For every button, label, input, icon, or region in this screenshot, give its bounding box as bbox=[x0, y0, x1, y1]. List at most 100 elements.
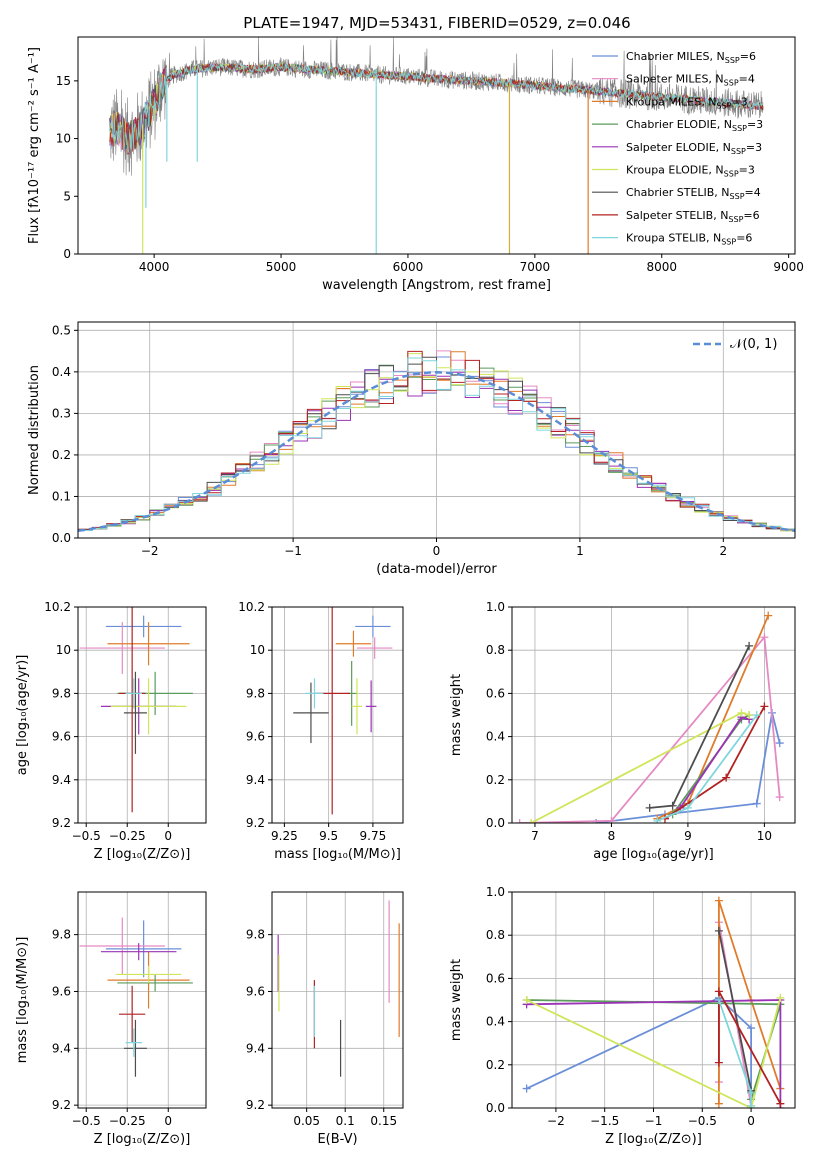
y-tick-label: 0 bbox=[63, 247, 71, 261]
y-tick-label: 0.1 bbox=[52, 489, 71, 503]
y-tick-label: 0.5 bbox=[52, 323, 71, 337]
y-tick-label: 15 bbox=[56, 74, 71, 88]
residual-histogram-8 bbox=[78, 357, 795, 531]
x-tick-label: −0.25 bbox=[109, 1114, 146, 1128]
weight_vs_Z-xlabel: Z [log₁₀(Z/Z⊙)] bbox=[605, 1132, 702, 1147]
x-tick-label: 0 bbox=[164, 829, 172, 843]
weight_vs_age-panel: 7 8 9 10 0.0 0.2 0.4 0.6 0.8 1.0 age [log₁₀(age/yr… bbox=[449, 600, 796, 862]
y-tick-label: 0.6 bbox=[486, 971, 505, 985]
y-tick-label: 1.0 bbox=[486, 600, 505, 614]
y-tick-label: 0.0 bbox=[52, 531, 71, 545]
x-tick-label: 0 bbox=[433, 544, 441, 558]
x-tick-label: 6000 bbox=[393, 260, 424, 274]
weight-point-marker bbox=[776, 993, 785, 1002]
weight-series-line-4 bbox=[679, 716, 750, 809]
weight-point-marker bbox=[714, 1099, 723, 1108]
weight-point-marker bbox=[653, 816, 662, 823]
age_vs_mass-frame bbox=[271, 606, 404, 824]
residuals-ylabel: Normed distribution bbox=[27, 365, 42, 495]
mass_vs_ebv-plot-area bbox=[272, 892, 403, 1108]
y-tick-label: 10 bbox=[56, 643, 71, 657]
y-tick-label: 0.4 bbox=[52, 365, 71, 379]
mass_vs_Z-plot-area bbox=[78, 892, 206, 1108]
y-tick-label: 9.4 bbox=[52, 773, 71, 787]
weight-point-marker bbox=[522, 1084, 531, 1093]
legend-entry-label: 𝒩(0, 1) bbox=[730, 337, 777, 352]
weight-point-marker bbox=[752, 711, 761, 719]
weight-point-marker bbox=[714, 996, 723, 1004]
y-tick-label: 9.6 bbox=[52, 984, 71, 998]
legend-entry-label: Chabrier STELIB, NSSP=4 bbox=[626, 186, 761, 201]
y-tick-label: 0.2 bbox=[52, 448, 71, 462]
weight-series-line-2 bbox=[718, 900, 782, 1104]
y-tick-label: 9.2 bbox=[246, 1098, 265, 1112]
weight-point-marker bbox=[776, 1099, 785, 1108]
x-tick-label: 9.5 bbox=[319, 829, 338, 843]
weight_vs_age-plot-area bbox=[512, 607, 795, 823]
model-line-6 bbox=[109, 62, 764, 152]
weight_vs_age-frame bbox=[511, 606, 796, 824]
y-tick-label: 9.8 bbox=[52, 686, 71, 700]
weight-point-marker bbox=[714, 987, 723, 996]
weight_vs_Z-ylabel: mass weight bbox=[449, 959, 464, 1041]
mass_vs_ebv-frame bbox=[271, 891, 404, 1109]
x-tick-label: −0.5 bbox=[72, 829, 101, 843]
y-tick-label: 9.2 bbox=[246, 816, 265, 830]
residuals-plot-area bbox=[78, 322, 795, 538]
age_vs_Z-panel: −0.5 −0.25 0 9.2 9.4 9.6 9.8 10 10.2 Z [log₁₀(Z/Z… bbox=[15, 600, 207, 862]
x-tick-label: 0 bbox=[164, 1114, 172, 1128]
weight-point-marker bbox=[714, 1058, 723, 1067]
y-tick-label: 9.8 bbox=[246, 928, 265, 942]
weight-point-marker bbox=[737, 708, 746, 717]
residuals-frame bbox=[77, 321, 796, 539]
legend-entry-label: Salpeter ELODIE, NSSP=3 bbox=[626, 141, 762, 156]
weight-point-marker bbox=[722, 773, 731, 782]
mass_vs_ebv-xlabel: E(B-V) bbox=[317, 1132, 357, 1147]
age_vs_mass-xlabel: mass [log₁₀(M/M⊙)] bbox=[274, 847, 401, 862]
weight_vs_age-ylabel: mass weight bbox=[449, 674, 464, 756]
weight-point-marker bbox=[752, 799, 761, 808]
x-tick-label: −2 bbox=[547, 1114, 565, 1128]
mass_vs_ebv-panel: 0.05 0.1 0.15 9.2 9.4 9.6 9.8 E(B-V) bbox=[246, 891, 404, 1147]
model-line-8 bbox=[109, 62, 764, 154]
y-tick-label: 9.2 bbox=[52, 1098, 71, 1112]
age_vs_Z-plot-area bbox=[78, 607, 206, 823]
weight-point-marker bbox=[745, 711, 754, 719]
legend-entry-label: Kroupa MILES, NSSP=3 bbox=[626, 95, 748, 110]
weight-point-marker bbox=[747, 1088, 756, 1097]
y-tick-label: 0.3 bbox=[52, 406, 71, 420]
x-tick-label: 9000 bbox=[773, 260, 804, 274]
x-tick-label: −1 bbox=[645, 1114, 663, 1128]
x-tick-label: 7000 bbox=[520, 260, 551, 274]
y-tick-label: 0.6 bbox=[486, 686, 505, 700]
y-tick-label: 9.6 bbox=[246, 984, 265, 998]
y-tick-label: 9.4 bbox=[52, 1041, 71, 1055]
y-tick-label: 10.2 bbox=[238, 600, 265, 614]
x-tick-label: −0.25 bbox=[109, 829, 146, 843]
x-tick-label: 0 bbox=[747, 1114, 755, 1128]
x-tick-label: 9 bbox=[684, 829, 692, 843]
spectrum-title: PLATE=1947, MJD=53431, FIBERID=0529, z=0… bbox=[243, 14, 630, 32]
x-tick-label: 2 bbox=[719, 544, 727, 558]
residuals-xlabel: (data-model)/error bbox=[376, 562, 497, 577]
spectrum-plot-area bbox=[109, 37, 764, 254]
weight-point-marker bbox=[522, 996, 531, 1004]
x-tick-label: −2 bbox=[141, 544, 159, 558]
x-tick-label: 5000 bbox=[266, 260, 297, 274]
weight-point-marker bbox=[747, 1101, 756, 1108]
weight-point-marker bbox=[714, 896, 723, 905]
x-tick-label: 0.15 bbox=[370, 1114, 397, 1128]
x-tick-label: 8000 bbox=[646, 260, 677, 274]
age_vs_Z-ylabel: age [log₁₀(age/yr)] bbox=[15, 655, 30, 776]
weight-series-line-5 bbox=[530, 711, 750, 823]
legend-entry-label: Kroupa STELIB, NSSP=6 bbox=[626, 232, 752, 247]
x-tick-label: −1 bbox=[284, 544, 302, 558]
y-tick-label: 9.6 bbox=[246, 730, 265, 744]
weight_vs_Z-frame bbox=[511, 891, 796, 1109]
x-tick-label: 4000 bbox=[139, 260, 170, 274]
x-tick-label: −1.5 bbox=[590, 1114, 619, 1128]
y-tick-label: 1.0 bbox=[486, 885, 505, 899]
y-tick-label: 0.8 bbox=[486, 643, 505, 657]
weight-point-marker bbox=[747, 1024, 756, 1033]
weight-series-line-3 bbox=[671, 714, 750, 815]
